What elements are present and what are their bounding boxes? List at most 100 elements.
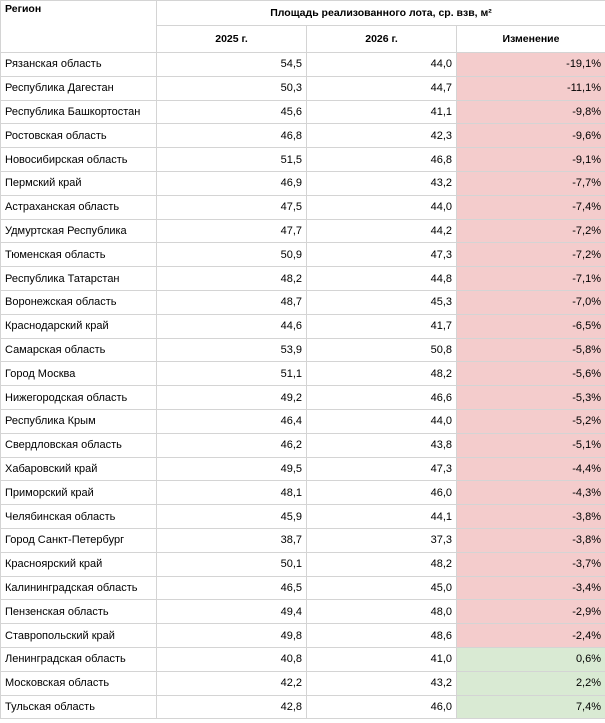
- cell-2026[interactable]: 47,3: [306, 242, 457, 268]
- cell-change[interactable]: -9,6%: [455, 123, 605, 149]
- cell-region[interactable]: Пермский край: [0, 170, 157, 196]
- cell-2025[interactable]: 53,9: [156, 337, 307, 363]
- cell-change[interactable]: -4,4%: [455, 456, 605, 482]
- cell-2025[interactable]: 45,6: [156, 99, 307, 125]
- cell-change[interactable]: -3,4%: [455, 575, 605, 601]
- cell-2025[interactable]: 50,9: [156, 242, 307, 268]
- cell-change[interactable]: -5,1%: [455, 432, 605, 458]
- cell-2026[interactable]: 47,3: [306, 456, 457, 482]
- cell-change[interactable]: -11,1%: [455, 75, 605, 101]
- cell-region[interactable]: Московская область: [0, 670, 157, 696]
- cell-2025[interactable]: 38,7: [156, 527, 307, 553]
- cell-2025[interactable]: 42,8: [156, 694, 307, 720]
- cell-2025[interactable]: 45,9: [156, 504, 307, 529]
- cell-2025[interactable]: 47,5: [156, 194, 307, 220]
- cell-change[interactable]: 0,6%: [455, 646, 605, 672]
- cell-2025[interactable]: 49,5: [156, 456, 307, 482]
- cell-2026[interactable]: 44,0: [306, 408, 457, 434]
- cell-2025[interactable]: 46,2: [156, 432, 307, 458]
- cell-2026[interactable]: 41,7: [306, 313, 457, 339]
- cell-2026[interactable]: 41,0: [306, 646, 457, 672]
- cell-region[interactable]: Тульская область: [0, 694, 157, 720]
- cell-change[interactable]: -19,1%: [455, 52, 605, 77]
- cell-region[interactable]: Самарская область: [0, 337, 157, 363]
- cell-2025[interactable]: 44,6: [156, 313, 307, 339]
- cell-2026[interactable]: 50,8: [306, 337, 457, 363]
- cell-2026[interactable]: 44,2: [306, 218, 457, 244]
- header-year-2025[interactable]: 2025 г.: [156, 25, 307, 53]
- cell-change[interactable]: -7,2%: [455, 218, 605, 244]
- cell-change[interactable]: -2,4%: [455, 623, 605, 648]
- cell-2026[interactable]: 43,2: [306, 670, 457, 696]
- cell-2026[interactable]: 46,8: [306, 147, 457, 172]
- cell-2025[interactable]: 48,7: [156, 289, 307, 315]
- cell-change[interactable]: 2,2%: [455, 670, 605, 696]
- cell-change[interactable]: 7,4%: [455, 694, 605, 720]
- cell-change[interactable]: -3,8%: [455, 527, 605, 553]
- cell-region[interactable]: Краснодарский край: [0, 313, 157, 339]
- cell-2025[interactable]: 51,1: [156, 361, 307, 387]
- cell-2025[interactable]: 48,1: [156, 480, 307, 506]
- cell-2026[interactable]: 48,0: [306, 599, 457, 625]
- cell-2025[interactable]: 46,4: [156, 408, 307, 434]
- cell-2025[interactable]: 46,9: [156, 170, 307, 196]
- header-year-2026[interactable]: 2026 г.: [306, 25, 457, 53]
- cell-region[interactable]: Ставропольский край: [0, 623, 157, 648]
- cell-region[interactable]: Приморский край: [0, 480, 157, 506]
- cell-region[interactable]: Воронежская область: [0, 289, 157, 315]
- cell-region[interactable]: Красноярский край: [0, 551, 157, 577]
- cell-2025[interactable]: 50,3: [156, 75, 307, 101]
- cell-region[interactable]: Пензенская область: [0, 599, 157, 625]
- cell-2025[interactable]: 49,2: [156, 385, 307, 410]
- cell-region[interactable]: Свердловская область: [0, 432, 157, 458]
- cell-2026[interactable]: 46,0: [306, 694, 457, 720]
- cell-change[interactable]: -5,2%: [455, 408, 605, 434]
- cell-2025[interactable]: 49,4: [156, 599, 307, 625]
- cell-2026[interactable]: 44,1: [306, 504, 457, 529]
- cell-2026[interactable]: 45,0: [306, 575, 457, 601]
- cell-region[interactable]: Республика Крым: [0, 408, 157, 434]
- cell-change[interactable]: -7,2%: [455, 242, 605, 268]
- cell-2025[interactable]: 47,7: [156, 218, 307, 244]
- cell-region[interactable]: Челябинская область: [0, 504, 157, 529]
- cell-change[interactable]: -3,7%: [455, 551, 605, 577]
- cell-2026[interactable]: 43,8: [306, 432, 457, 458]
- cell-region[interactable]: Рязанская область: [0, 52, 157, 77]
- cell-2025[interactable]: 54,5: [156, 52, 307, 77]
- header-region[interactable]: Регион: [0, 0, 157, 53]
- cell-2025[interactable]: 48,2: [156, 266, 307, 291]
- cell-region[interactable]: Калининградская область: [0, 575, 157, 601]
- cell-2026[interactable]: 48,2: [306, 361, 457, 387]
- cell-2026[interactable]: 44,0: [306, 194, 457, 220]
- cell-2026[interactable]: 37,3: [306, 527, 457, 553]
- cell-region[interactable]: Астраханская область: [0, 194, 157, 220]
- cell-region[interactable]: Удмуртская Республика: [0, 218, 157, 244]
- header-lot-area[interactable]: Площадь реализованного лота, ср. взв, м²: [155, 0, 605, 26]
- cell-2026[interactable]: 44,0: [306, 52, 457, 77]
- cell-2026[interactable]: 42,3: [306, 123, 457, 149]
- cell-2026[interactable]: 41,1: [306, 99, 457, 125]
- cell-region[interactable]: Новосибирская область: [0, 147, 157, 172]
- cell-2026[interactable]: 43,2: [306, 170, 457, 196]
- cell-region[interactable]: Нижегородская область: [0, 385, 157, 410]
- cell-2025[interactable]: 46,5: [156, 575, 307, 601]
- cell-change[interactable]: -9,8%: [455, 99, 605, 125]
- cell-change[interactable]: -9,1%: [455, 147, 605, 172]
- cell-2026[interactable]: 46,0: [306, 480, 457, 506]
- cell-region[interactable]: Республика Башкортостан: [0, 99, 157, 125]
- cell-change[interactable]: -7,4%: [455, 194, 605, 220]
- cell-change[interactable]: -5,6%: [455, 361, 605, 387]
- cell-change[interactable]: -7,0%: [455, 289, 605, 315]
- cell-2026[interactable]: 48,2: [306, 551, 457, 577]
- cell-change[interactable]: -6,5%: [455, 313, 605, 339]
- cell-change[interactable]: -3,8%: [455, 504, 605, 529]
- cell-2026[interactable]: 45,3: [306, 289, 457, 315]
- cell-region[interactable]: Ленинградская область: [0, 646, 157, 672]
- cell-2026[interactable]: 48,6: [306, 623, 457, 648]
- cell-change[interactable]: -7,1%: [455, 266, 605, 291]
- cell-2026[interactable]: 44,7: [306, 75, 457, 101]
- cell-region[interactable]: Республика Татарстан: [0, 266, 157, 291]
- cell-change[interactable]: -5,8%: [455, 337, 605, 363]
- cell-change[interactable]: -4,3%: [455, 480, 605, 506]
- cell-change[interactable]: -7,7%: [455, 170, 605, 196]
